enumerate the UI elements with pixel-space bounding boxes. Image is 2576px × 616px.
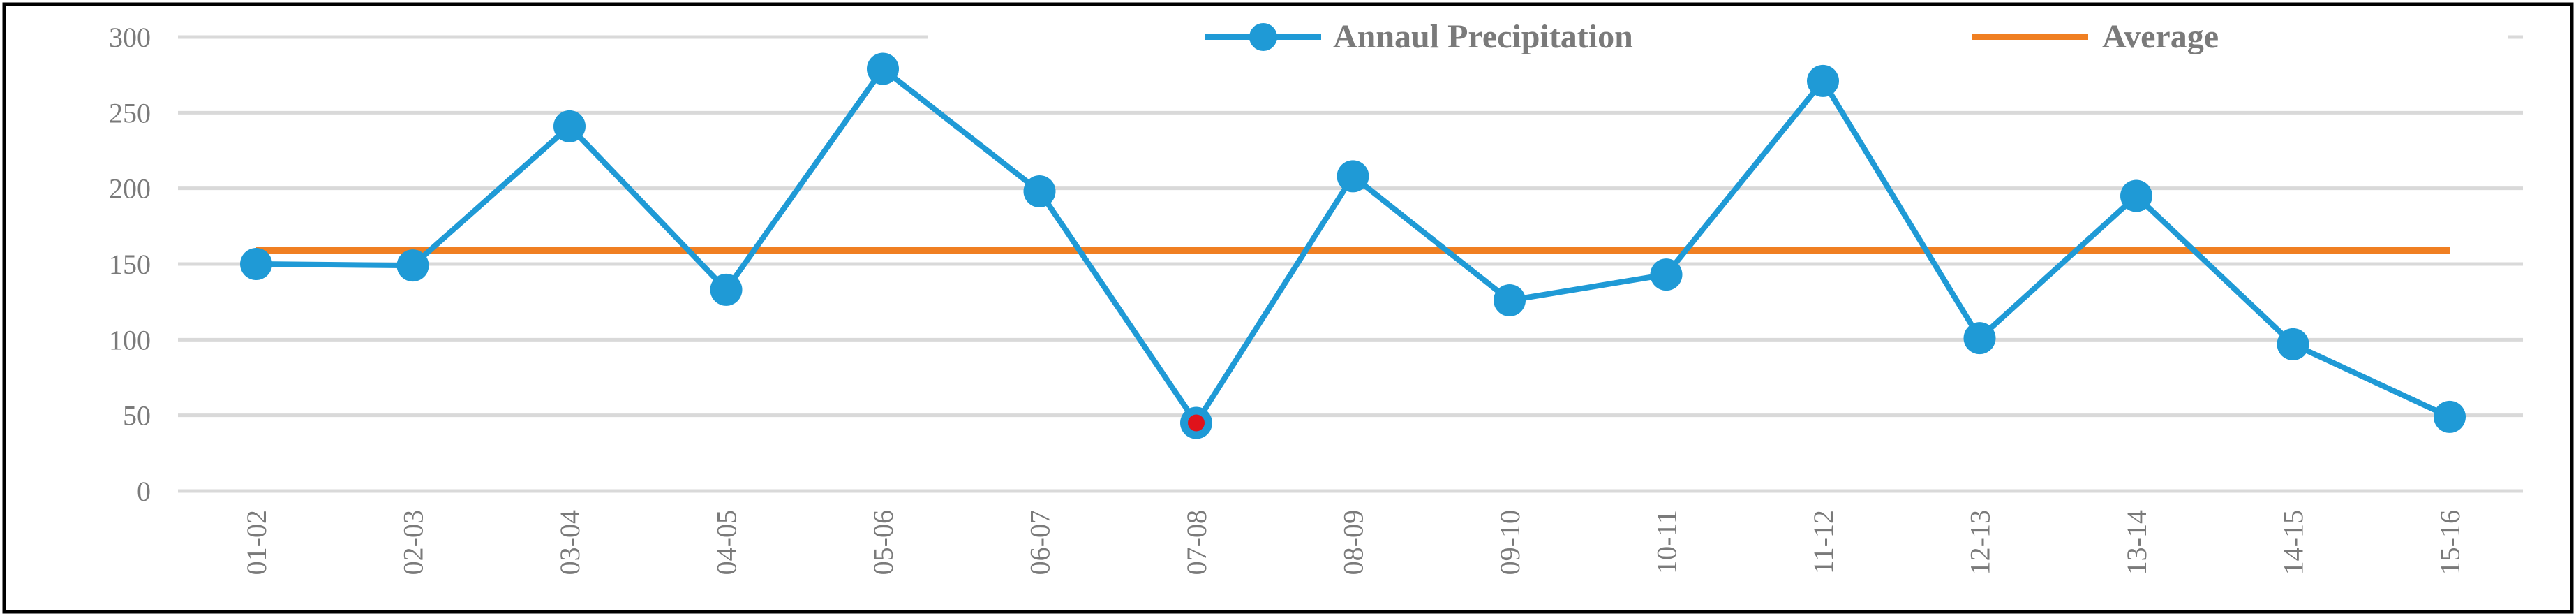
y-axis-tick-labels: 0 50 100 150 200 250 300 — [109, 22, 151, 507]
precipitation-point-06-07 — [1023, 175, 1056, 207]
precipitation-point-05-06 — [867, 52, 899, 85]
y-tick-label: 50 — [123, 400, 151, 432]
legend-series2-label: Average — [2102, 18, 2219, 55]
x-tick-label: 08-09 — [1338, 510, 1369, 575]
precipitation-point-11-12 — [1807, 64, 1839, 97]
x-tick-label: 05-06 — [868, 510, 899, 575]
x-tick-label: 09-10 — [1494, 510, 1526, 575]
legend-series1-label: Annaul Precipitation — [1333, 18, 1633, 55]
x-tick-label: 01-02 — [241, 510, 272, 575]
precipitation-point-09-10 — [1494, 284, 1526, 316]
x-tick-label: 06-07 — [1025, 510, 1056, 575]
x-tick-label: 13-14 — [2121, 510, 2152, 575]
highlighted-minimum-point — [1188, 414, 1205, 432]
precipitation-point-15-16 — [2434, 400, 2466, 433]
precipitation-point-12-13 — [1963, 322, 1996, 355]
precipitation-point-13-14 — [2120, 179, 2152, 212]
precipitation-point-03-04 — [553, 110, 586, 142]
y-tick-label: 300 — [109, 22, 151, 53]
precipitation-point-08-09 — [1337, 160, 1369, 193]
x-tick-label: 15-16 — [2434, 510, 2466, 575]
x-tick-label: 11-12 — [1808, 510, 1839, 574]
x-tick-label: 14-15 — [2278, 510, 2309, 575]
x-tick-label: 03-04 — [554, 510, 586, 575]
precipitation-point-02-03 — [396, 249, 429, 282]
x-tick-label: 02-03 — [398, 510, 429, 575]
y-tick-label: 250 — [109, 97, 151, 129]
x-tick-label: 12-13 — [1965, 510, 1996, 575]
x-tick-label: 04-05 — [711, 510, 743, 575]
y-tick-label: 0 — [137, 476, 151, 507]
y-tick-label: 150 — [109, 249, 151, 280]
precipitation-point-04-05 — [710, 273, 743, 306]
legend-series1-marker — [1249, 23, 1277, 51]
y-tick-label: 100 — [109, 324, 151, 355]
x-tick-label: 10-11 — [1651, 510, 1683, 574]
y-tick-label: 200 — [109, 173, 151, 205]
precipitation-point-14-15 — [2277, 328, 2309, 360]
x-tick-label: 07-08 — [1181, 510, 1212, 575]
precipitation-point-10-11 — [1650, 258, 1683, 291]
precipitation-point-01-02 — [240, 248, 272, 280]
series-group — [240, 52, 2466, 439]
legend: Annaul Precipitation Average — [1205, 18, 2219, 55]
x-axis-tick-labels: 01-02 02-03 03-04 04-05 05-06 06-07 07-08 08-09… — [241, 510, 2466, 575]
